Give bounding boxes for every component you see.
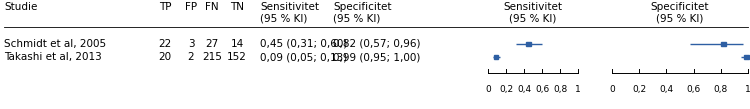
Text: FN: FN [206, 2, 219, 12]
Bar [494, 55, 498, 59]
Text: 1: 1 [575, 85, 580, 94]
Text: 0: 0 [609, 85, 615, 94]
Text: 14: 14 [230, 39, 244, 49]
Text: Takashi et al, 2013: Takashi et al, 2013 [4, 52, 102, 62]
Text: 1: 1 [745, 85, 750, 94]
Text: Sensitivitet
(95 % KI): Sensitivitet (95 % KI) [260, 2, 319, 24]
Text: 27: 27 [206, 39, 219, 49]
Text: 0,45 (0,31; 0,60): 0,45 (0,31; 0,60) [260, 39, 347, 49]
Text: Specificitet
(95 % KI): Specificitet (95 % KI) [651, 2, 710, 24]
Bar [745, 55, 749, 59]
Text: 0,82 (0,57; 0,96): 0,82 (0,57; 0,96) [333, 39, 421, 49]
Text: 152: 152 [227, 52, 247, 62]
Text: 0: 0 [485, 85, 490, 94]
Text: 3: 3 [188, 39, 194, 49]
Text: TN: TN [230, 2, 244, 12]
Text: 20: 20 [158, 52, 172, 62]
Text: 0,6: 0,6 [686, 85, 700, 94]
Text: 215: 215 [202, 52, 222, 62]
Text: 0,99 (0,95; 1,00): 0,99 (0,95; 1,00) [333, 52, 420, 62]
Text: Specificitet
(95 % KI): Specificitet (95 % KI) [333, 2, 392, 24]
Text: 22: 22 [158, 39, 172, 49]
Text: 0,2: 0,2 [632, 85, 646, 94]
Text: 0,8: 0,8 [553, 85, 567, 94]
Text: Studie: Studie [4, 2, 38, 12]
Text: FP: FP [185, 2, 197, 12]
Text: Schmidt et al, 2005: Schmidt et al, 2005 [4, 39, 106, 49]
Text: 0,4: 0,4 [517, 85, 531, 94]
Text: 2: 2 [188, 52, 194, 62]
Bar [526, 42, 531, 46]
Text: 0,6: 0,6 [535, 85, 549, 94]
Text: 0,4: 0,4 [659, 85, 674, 94]
Bar [722, 42, 726, 46]
Text: TP: TP [159, 2, 171, 12]
Text: 0,09 (0,05; 0,13): 0,09 (0,05; 0,13) [260, 52, 347, 62]
Text: 0,2: 0,2 [499, 85, 513, 94]
Text: 0,8: 0,8 [714, 85, 728, 94]
Text: Sensitivitet
(95 % KI): Sensitivitet (95 % KI) [503, 2, 562, 24]
